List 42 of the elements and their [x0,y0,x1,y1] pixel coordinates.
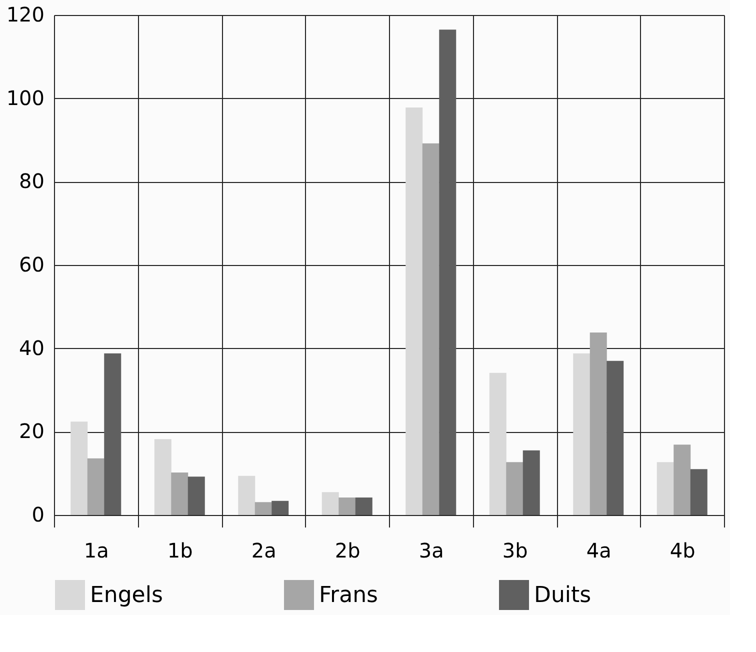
x-tick-label: 1b [167,538,193,562]
bar [406,108,423,515]
x-tick-label: 1a [84,538,109,562]
y-tick-label: 40 [19,336,44,360]
bar [272,500,289,515]
bar [322,492,339,515]
legend-label: Frans [319,583,378,608]
legend-label: Duits [534,583,592,608]
bar [674,444,691,515]
legend-label: Engels [90,583,163,608]
bar [70,422,88,515]
bar [590,332,607,515]
bar [87,458,104,515]
x-tick-label: 3b [502,538,528,562]
y-tick-label: 80 [19,169,44,194]
bar [606,360,624,515]
bar [522,450,540,515]
bar [656,462,674,515]
bar [338,498,356,515]
bar [171,472,188,515]
y-tick-label: 120 [6,2,44,26]
bar [154,439,172,515]
x-tick-label: 3a [418,538,444,562]
y-tick-label: 60 [19,252,44,276]
bar [104,353,122,515]
x-tick-label: 2a [251,538,276,562]
x-tick-label: 4b [670,538,696,562]
bar [254,502,272,515]
bar [573,353,590,515]
y-tick-label: 20 [19,419,44,444]
bar [439,30,456,515]
bar [690,469,708,515]
bar [188,476,205,515]
bar [489,372,506,515]
x-tick-label: 4a [586,538,612,562]
bar [238,476,256,515]
bar [355,498,372,515]
y-tick-label: 0 [32,502,44,526]
x-tick-label: 2b [334,538,360,562]
bar [422,143,440,515]
y-tick-label: 100 [6,86,44,110]
bar [506,462,524,515]
